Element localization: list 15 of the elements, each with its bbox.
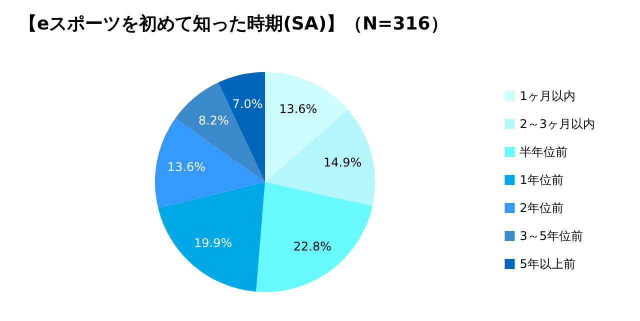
data-label: 14.9%	[323, 155, 362, 170]
legend-label: 2年位前	[520, 201, 564, 215]
data-label: 7.0%	[232, 96, 263, 111]
legend-label: 3～5年位前	[520, 229, 584, 243]
legend-label: 1年位前	[520, 173, 564, 187]
legend-label: 5年以上前	[520, 257, 576, 271]
data-label: 8.2%	[198, 114, 229, 128]
chart-title: 【eスポーツを初めて知った時期(SA)】（N=316）	[19, 14, 448, 34]
legend-label: 半年位前	[520, 145, 568, 159]
legend-label: 2～3ヶ月以内	[520, 117, 596, 131]
data-label: 13.6%	[279, 102, 318, 116]
data-label: 22.8%	[293, 239, 332, 254]
data-label: 19.9%	[194, 236, 232, 250]
data-label: 13.6%	[167, 160, 206, 174]
legend-label: 1ヶ月以内	[520, 89, 576, 103]
